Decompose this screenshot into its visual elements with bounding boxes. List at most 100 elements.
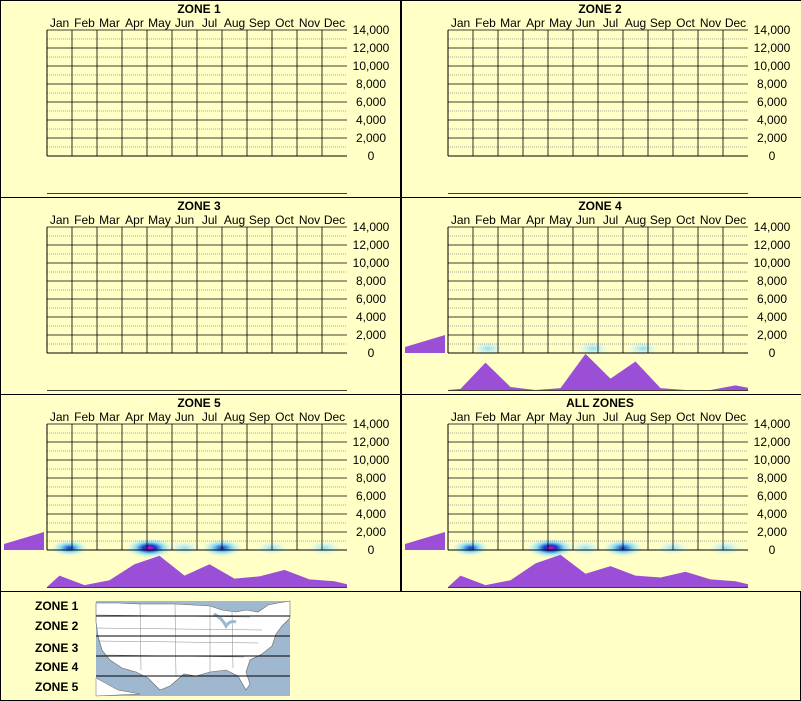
month-label: Dec (324, 213, 345, 227)
panel-title: ALL ZONES (566, 396, 634, 410)
month-label: Sep (650, 213, 672, 227)
legend-zone-3: ZONE 3 (35, 641, 79, 655)
y-tick-label: 6,000 (757, 489, 787, 503)
y-tick-label: 14,000 (754, 220, 791, 234)
month-label: Mar (99, 16, 120, 30)
y-tick-label: 6,000 (356, 489, 386, 503)
month-label: Apr (125, 410, 144, 424)
month-label: Jan (451, 16, 470, 30)
monthly-density (448, 554, 748, 587)
y-tick-label: 8,000 (356, 471, 386, 485)
month-label: Jun (576, 16, 595, 30)
month-label: Dec (725, 213, 746, 227)
y-tick-label: 0 (769, 346, 776, 360)
month-label: Feb (475, 213, 496, 227)
y-tick-label: 12,000 (754, 435, 791, 449)
panel-title: ZONE 3 (177, 199, 221, 213)
y-tick-label: 4,000 (757, 507, 787, 521)
month-label: Jun (175, 213, 194, 227)
legend-zone-5: ZONE 5 (35, 680, 79, 694)
heat-spot (451, 539, 490, 557)
month-label: Oct (676, 410, 695, 424)
month-label: Oct (275, 213, 294, 227)
y-tick-label: 4,000 (757, 310, 787, 324)
panel-2: ZONE 2 Jan Feb Mar Apr May Jun Jul Aug Sep Oct Nov D… (401, 0, 801, 198)
heat-spot (168, 540, 201, 556)
heat-spot (576, 340, 610, 357)
heat-spot (50, 539, 89, 557)
panel-1: ZONE 1 Jan Feb Mar Apr May Jun Jul Aug Sep Oct Nov D… (0, 0, 401, 198)
month-label: Nov (299, 410, 320, 424)
month-label: Mar (500, 213, 521, 227)
zone-legend: ZONE 1 ZONE 2 ZONE 3 ZONE 4 ZONE 5 (0, 591, 801, 701)
y-tick-label: 6,000 (757, 95, 787, 109)
y-tick-label: 10,000 (353, 453, 390, 467)
month-label: Jul (603, 410, 618, 424)
y-tick-label: 14,000 (353, 220, 390, 234)
y-tick-label: 0 (368, 346, 375, 360)
month-label: Apr (526, 410, 545, 424)
month-label: Aug (625, 410, 646, 424)
y-tick-label: 14,000 (754, 23, 791, 37)
elevation-density (405, 532, 445, 550)
y-tick-label: 0 (769, 149, 776, 163)
month-label: Jun (576, 213, 595, 227)
month-label: May (549, 16, 572, 30)
month-label: May (549, 410, 572, 424)
y-tick-label: 8,000 (356, 274, 386, 288)
month-label: Feb (475, 16, 496, 30)
heat-spot (471, 341, 505, 356)
heat-spot (569, 540, 602, 556)
month-label: May (549, 213, 572, 227)
legend-zone-2: ZONE 2 (35, 619, 79, 633)
month-label: Jun (175, 16, 194, 30)
legend-zone-4: ZONE 4 (35, 660, 79, 674)
month-label: Sep (249, 213, 271, 227)
month-label: Apr (526, 213, 545, 227)
y-tick-label: 2,000 (757, 525, 787, 539)
y-tick-label: 6,000 (757, 292, 787, 306)
y-tick-label: 10,000 (353, 59, 390, 73)
month-label: Dec (324, 410, 345, 424)
y-tick-label: 12,000 (353, 435, 390, 449)
month-label: May (148, 410, 171, 424)
heat-spot (125, 538, 174, 558)
y-tick-label: 4,000 (757, 113, 787, 127)
month-label: Oct (275, 410, 294, 424)
month-label: Oct (275, 16, 294, 30)
month-label: Jan (50, 16, 69, 30)
month-label: Jan (50, 410, 69, 424)
panel-title: ZONE 4 (578, 199, 622, 213)
month-label: Sep (249, 16, 271, 30)
y-tick-label: 8,000 (356, 77, 386, 91)
month-label: Apr (125, 213, 144, 227)
month-label: May (148, 213, 171, 227)
us-map-icon (95, 600, 291, 697)
heat-spot (307, 540, 342, 556)
month-label: May (148, 16, 171, 30)
heat-spot (526, 538, 575, 558)
y-tick-label: 14,000 (353, 23, 390, 37)
month-label: Mar (500, 410, 521, 424)
y-tick-label: 10,000 (754, 453, 791, 467)
y-tick-label: 2,000 (757, 131, 787, 145)
month-label: Nov (700, 16, 721, 30)
elevation-density (405, 335, 445, 353)
month-label: Jul (202, 213, 217, 227)
month-label: Aug (224, 213, 245, 227)
y-tick-label: 14,000 (754, 417, 791, 431)
month-label: Jan (451, 213, 470, 227)
y-tick-label: 4,000 (356, 507, 386, 521)
month-label: Feb (74, 410, 95, 424)
y-tick-label: 8,000 (757, 471, 787, 485)
panel-5: ZONE 5 Jan Feb Mar Apr May Jun Jul Aug Sep Oct Nov D… (0, 394, 401, 592)
month-label: Nov (700, 410, 721, 424)
month-label: Jan (50, 213, 69, 227)
y-tick-label: 10,000 (754, 256, 791, 270)
monthly-density (448, 353, 748, 390)
month-label: Dec (725, 16, 746, 30)
panel-3: ZONE 3 Jan Feb Mar Apr May Jun Jul Aug Sep Oct Nov D… (0, 197, 401, 395)
month-label: Jan (451, 410, 470, 424)
y-tick-label: 12,000 (754, 41, 791, 55)
